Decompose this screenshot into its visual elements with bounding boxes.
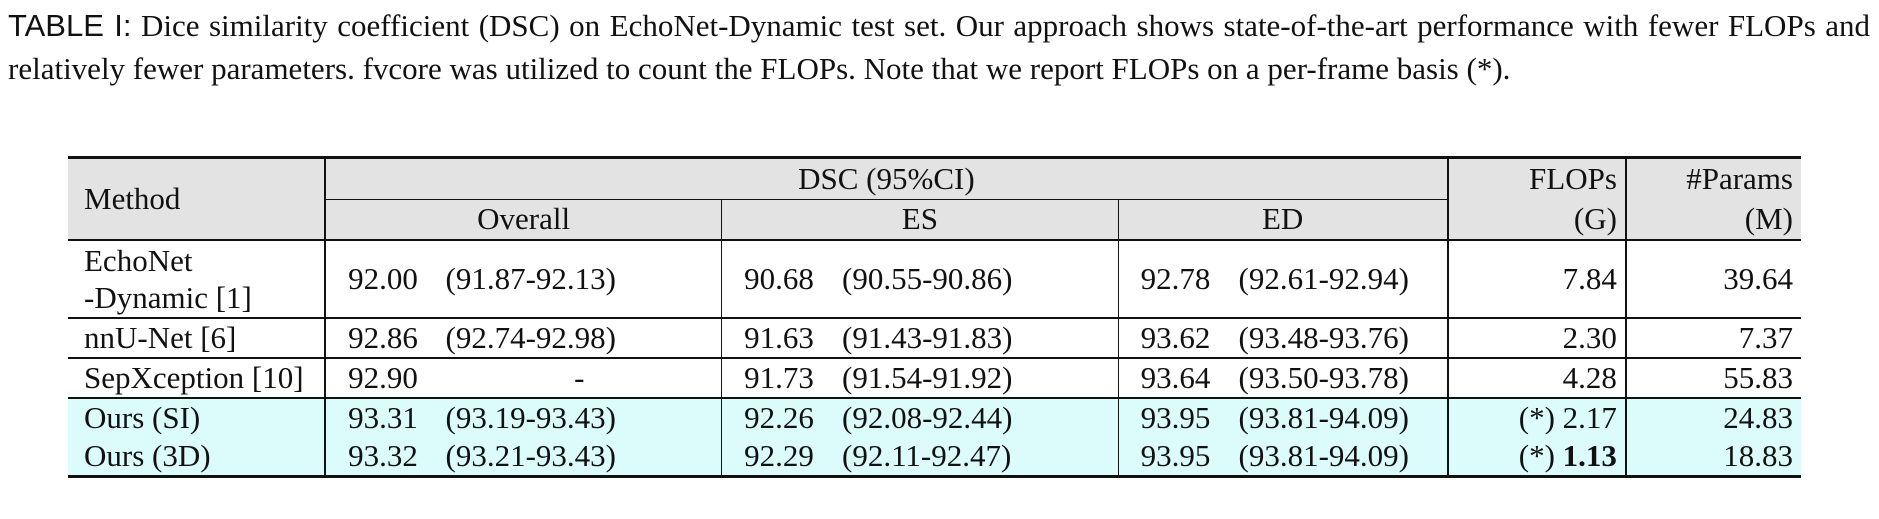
es-ci: (92.08-92.44) (834, 397, 1119, 437)
params-value: 24.83 (1723, 399, 1793, 435)
method-cell: EchoNet -Dynamic [1] (68, 239, 327, 319)
ed-value: 93.95 (1140, 399, 1211, 435)
es-ci: (92.11-92.47) (834, 436, 1119, 478)
es-value: 92.26 (744, 399, 814, 435)
ed-value: 92.78 (1118, 239, 1231, 319)
ed-value: 93.95 (1118, 436, 1231, 478)
header-params-unit: (M) (1625, 199, 1801, 241)
ed-ci: (92.61-92.94) (1230, 239, 1449, 319)
params-value: 55.83 (1625, 357, 1801, 399)
header-ed: ED (1118, 199, 1449, 241)
ed-ci: (93.81-94.09) (1230, 436, 1449, 478)
method-line-2: -Dynamic [1] (84, 279, 252, 315)
method-cell: SepXception [10] (68, 357, 327, 399)
table-caption: TABLE I: Dice similarity coefficient (DS… (8, 4, 1870, 90)
ed-ci: (93.50-93.78) (1230, 357, 1449, 399)
params-value: 39.64 (1625, 239, 1801, 319)
header-flops: FLOPs (1447, 156, 1627, 200)
es-ci: (91.54-91.92) (834, 357, 1119, 399)
header-dsc: DSC (95%CI) (325, 156, 1449, 200)
ed-value: 93.62 (1118, 317, 1231, 359)
table-row: EchoNet -Dynamic [1] 92.00 (91.87-92.13)… (68, 239, 1801, 319)
table-row: Ours (3D) 93.32 (93.21-93.43) 92.29 (92.… (68, 436, 1801, 478)
ed-ci: (93.48-93.76) (1230, 317, 1449, 359)
flops-value: 7.84 (1447, 239, 1627, 319)
overall-value: 92.86 (325, 317, 438, 359)
table-label: TABLE I: (8, 8, 132, 43)
es-value: 92.29 (721, 436, 834, 478)
es-value: 91.73 (721, 357, 834, 399)
overall-ci: (92.74-92.98) (437, 317, 723, 359)
params-value: 7.37 (1625, 317, 1801, 359)
flops-value: 2.30 (1447, 317, 1627, 359)
es-value: 90.68 (721, 239, 834, 319)
table-row: nnU-Net [6] 92.86 (92.74-92.98) 91.63 (9… (68, 317, 1801, 359)
header-row-1: Method DSC (95%CI) FLOPs #Params (68, 156, 1801, 241)
es-ci: (90.55-90.86) (834, 239, 1119, 319)
header-overall: Overall (325, 199, 723, 241)
overall-ci: (93.21-93.43) (437, 436, 723, 478)
overall-ci: (91.87-92.13) (437, 239, 723, 319)
flops-per-frame-marker: (*) (1518, 399, 1555, 435)
flops-number: 2.17 (1562, 399, 1617, 435)
flops-value: (*) 1.13 (1447, 436, 1627, 478)
overall-value: 93.31 (348, 399, 418, 435)
results-table: Method DSC (95%CI) FLOPs #Params Overall… (68, 156, 1801, 478)
header-params: #Params (1625, 156, 1801, 200)
method-cell: Ours (3D) (68, 436, 327, 478)
overall-value: 92.00 (325, 239, 438, 319)
header-flops-unit: (G) (1447, 199, 1627, 241)
overall-ci: - (437, 357, 723, 399)
method-line-1: EchoNet (84, 242, 193, 278)
overall-value: 93.32 (325, 436, 438, 478)
overall-value: 92.90 (325, 357, 438, 399)
method-cell: nnU-Net [6] (68, 317, 327, 359)
header-es: ES (721, 199, 1119, 241)
flops-number: 1.13 (1562, 437, 1617, 473)
header-method: Method (68, 156, 327, 241)
table-row: Ours (SI) 93.31 (93.19-93.43) 92.26 (92.… (68, 397, 1801, 437)
header-row-2: Overall ES ED (G) (M) (68, 199, 1801, 241)
table-row: SepXception [10] 92.90 - 91.73 (91.54-91… (68, 357, 1801, 399)
overall-ci: (93.19-93.43) (437, 397, 723, 437)
method-cell: Ours (SI) (68, 397, 327, 437)
flops-per-frame-marker: (*) (1518, 437, 1555, 473)
ed-ci: (93.81-94.09) (1230, 397, 1449, 437)
es-ci: (91.43-91.83) (834, 317, 1119, 359)
flops-value: 4.28 (1447, 357, 1627, 399)
caption-text: Dice similarity coefficient (DSC) on Ech… (8, 8, 1870, 86)
flops-value: (*) 2.17 (1447, 397, 1627, 437)
es-value: 91.63 (721, 317, 834, 359)
ed-value: 93.64 (1118, 357, 1231, 399)
params-value: 18.83 (1625, 436, 1801, 478)
